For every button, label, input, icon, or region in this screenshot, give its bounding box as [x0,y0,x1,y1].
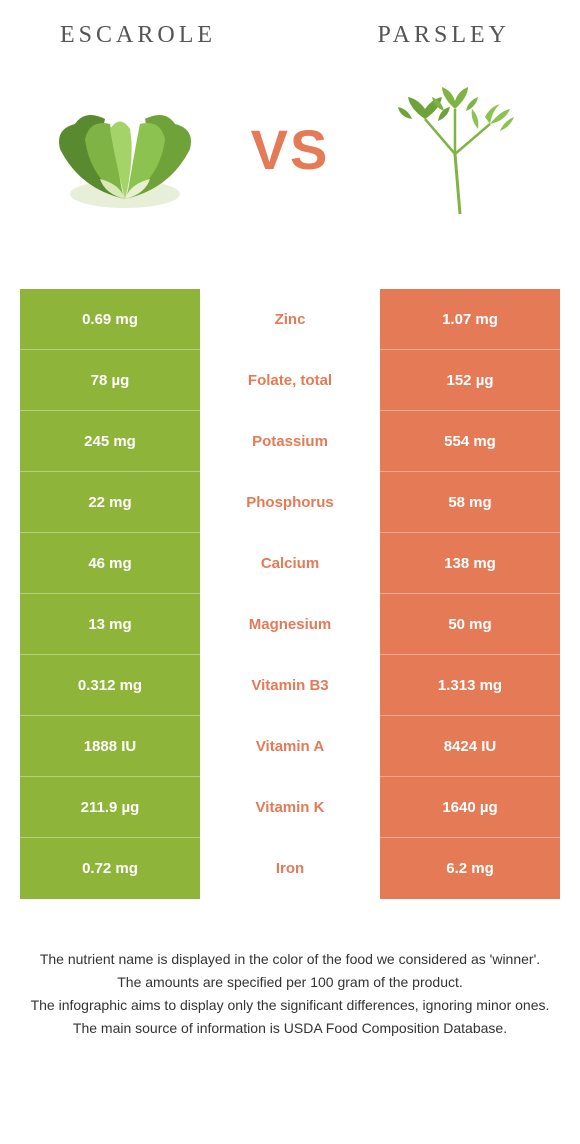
value-right: 152 µg [380,350,560,411]
value-left: 1888 IU [20,716,200,777]
value-left: 211.9 µg [20,777,200,838]
nutrient-row: 0.312 mgVitamin B31.313 mg [20,655,560,716]
footer-line: The nutrient name is displayed in the co… [30,949,550,970]
nutrient-label: Vitamin A [200,716,380,777]
nutrient-label: Zinc [200,289,380,350]
value-right: 58 mg [380,472,560,533]
value-right: 1640 µg [380,777,560,838]
footer-line: The amounts are specified per 100 gram o… [30,972,550,993]
value-left: 245 mg [20,411,200,472]
value-right: 1.07 mg [380,289,560,350]
escarole-image [30,79,220,219]
nutrient-row: 211.9 µgVitamin K1640 µg [20,777,560,838]
illustration-row: VS [0,59,580,249]
nutrient-row: 1888 IUVitamin A8424 IU [20,716,560,777]
nutrient-label: Phosphorus [200,472,380,533]
food-label-right: Parsley [378,22,510,49]
nutrient-row: 0.69 mgZinc1.07 mg [20,289,560,350]
value-left: 46 mg [20,533,200,594]
value-left: 78 µg [20,350,200,411]
value-right: 138 mg [380,533,560,594]
nutrient-row: 245 mgPotassium554 mg [20,411,560,472]
footer-line: The main source of information is USDA F… [30,1018,550,1039]
vs-label: VS [251,117,330,182]
value-right: 50 mg [380,594,560,655]
footer-notes: The nutrient name is displayed in the co… [30,949,550,1039]
nutrient-label: Folate, total [200,350,380,411]
nutrient-label: Vitamin B3 [200,655,380,716]
header-row: Escarole Parsley [0,0,580,59]
value-left: 0.72 mg [20,838,200,899]
nutrient-label: Calcium [200,533,380,594]
nutrient-row: 46 mgCalcium138 mg [20,533,560,594]
value-left: 13 mg [20,594,200,655]
nutrient-label: Magnesium [200,594,380,655]
footer-line: The infographic aims to display only the… [30,995,550,1016]
nutrient-label: Vitamin K [200,777,380,838]
value-right: 554 mg [380,411,560,472]
nutrient-table: 0.69 mgZinc1.07 mg78 µgFolate, total152 … [20,289,560,899]
food-label-left: Escarole [60,22,216,49]
nutrient-row: 13 mgMagnesium50 mg [20,594,560,655]
nutrient-row: 22 mgPhosphorus58 mg [20,472,560,533]
nutrient-label: Iron [200,838,380,899]
value-left: 0.312 mg [20,655,200,716]
parsley-image [360,79,550,219]
nutrient-row: 0.72 mgIron6.2 mg [20,838,560,899]
value-left: 22 mg [20,472,200,533]
nutrient-row: 78 µgFolate, total152 µg [20,350,560,411]
value-right: 1.313 mg [380,655,560,716]
nutrient-label: Potassium [200,411,380,472]
value-right: 6.2 mg [380,838,560,899]
value-left: 0.69 mg [20,289,200,350]
value-right: 8424 IU [380,716,560,777]
